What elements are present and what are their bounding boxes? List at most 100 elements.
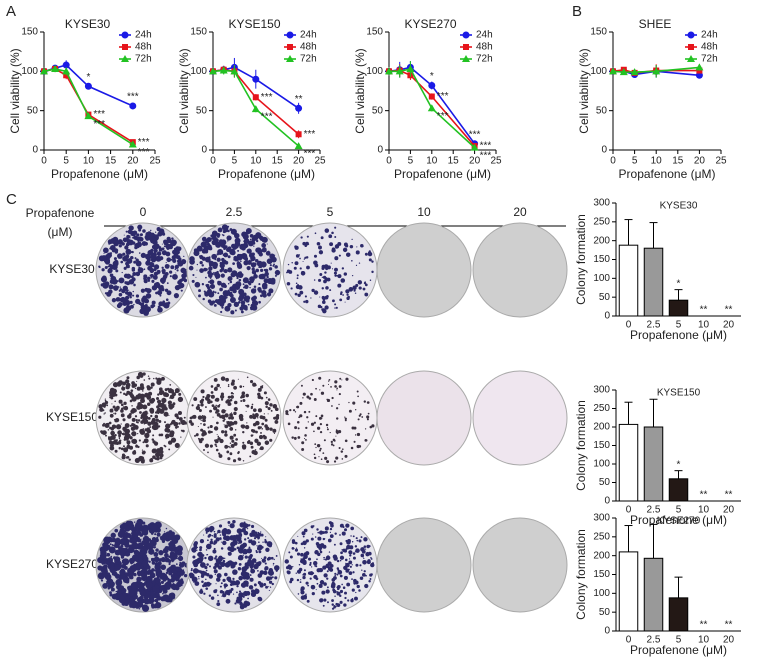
colony: [269, 576, 272, 579]
colony: [353, 552, 356, 555]
legend-label: 72h: [300, 54, 317, 65]
colony: [287, 414, 288, 415]
colony: [221, 542, 222, 543]
colony: [217, 437, 220, 440]
colony: [261, 423, 264, 426]
colony: [367, 559, 370, 562]
colony: [327, 586, 329, 588]
colony: [123, 581, 124, 582]
colony: [232, 520, 235, 523]
colony: [247, 537, 249, 539]
colony: [114, 439, 116, 441]
colony: [117, 280, 119, 282]
colony: [331, 582, 335, 586]
colony: [136, 419, 138, 421]
colony: [119, 438, 120, 439]
colony: [157, 393, 159, 395]
colony: [178, 284, 182, 288]
colony: [354, 427, 357, 430]
colony: [297, 284, 299, 286]
colony: [198, 415, 202, 419]
colony: [146, 591, 151, 596]
colony: [292, 547, 295, 550]
colony: [198, 558, 201, 561]
colony: [215, 399, 218, 402]
colony: [251, 447, 252, 448]
colony: [315, 565, 317, 567]
colony: [161, 267, 163, 269]
colony: [243, 255, 248, 260]
colony: [144, 278, 147, 281]
colony: [328, 384, 329, 385]
colony: [103, 564, 107, 568]
colony: [275, 270, 280, 275]
y-tick-label: 250: [593, 403, 610, 414]
colony: [223, 270, 225, 272]
y-tick-label: 0: [604, 626, 610, 637]
colony: [201, 389, 205, 393]
colony: [265, 440, 270, 445]
y-tick-label: 50: [27, 105, 39, 116]
colony: [193, 582, 194, 583]
colony: [359, 415, 361, 417]
colony: [193, 568, 199, 574]
colony: [342, 267, 344, 269]
colony: [140, 530, 141, 531]
colony: [323, 276, 326, 279]
colony: [254, 285, 257, 288]
colony: [324, 439, 326, 441]
colony: [317, 532, 319, 534]
colony: [140, 233, 143, 236]
colony: [269, 427, 272, 430]
colony: [256, 247, 261, 252]
colony: [219, 537, 222, 540]
colony: [125, 254, 129, 258]
colony: [154, 584, 159, 589]
colony: [247, 598, 249, 600]
x-axis-label: Propafenone (μM): [619, 167, 716, 181]
colony: [255, 534, 260, 539]
colony: [369, 574, 372, 577]
colony: [164, 531, 165, 532]
colony: [348, 550, 352, 554]
colony: [124, 406, 129, 411]
colony: [329, 379, 331, 381]
colony: [106, 553, 110, 557]
colony: [308, 411, 310, 413]
colony: [303, 301, 305, 303]
colony: [317, 537, 321, 541]
colony: [300, 579, 301, 580]
y-tick-label: 150: [593, 440, 610, 451]
colony: [321, 458, 323, 460]
colony: [321, 598, 323, 600]
legend-marker: [463, 32, 470, 39]
legend-label: 72h: [701, 54, 718, 65]
colony: [215, 259, 217, 261]
colony: [170, 275, 172, 277]
colony: [205, 257, 211, 263]
colony: [132, 542, 139, 549]
colony: [335, 436, 336, 437]
colony: [198, 576, 199, 577]
colony: [344, 417, 345, 418]
colony: [164, 583, 169, 588]
colony: [339, 447, 341, 449]
colony: [363, 288, 366, 291]
colony: [362, 573, 366, 577]
colony: [276, 569, 278, 571]
colony: [135, 524, 140, 529]
colony: [155, 448, 156, 449]
dish: [473, 371, 567, 465]
colony: [230, 281, 233, 284]
colony: [250, 578, 254, 582]
colony: [154, 559, 156, 561]
colony: [115, 591, 117, 593]
colony: [235, 429, 236, 430]
colony: [110, 276, 116, 282]
colony: [355, 286, 356, 287]
y-tick-label: 50: [372, 105, 384, 116]
colony: [212, 550, 216, 554]
colony: [137, 538, 141, 542]
colony: [128, 241, 131, 244]
colony: [305, 593, 307, 595]
